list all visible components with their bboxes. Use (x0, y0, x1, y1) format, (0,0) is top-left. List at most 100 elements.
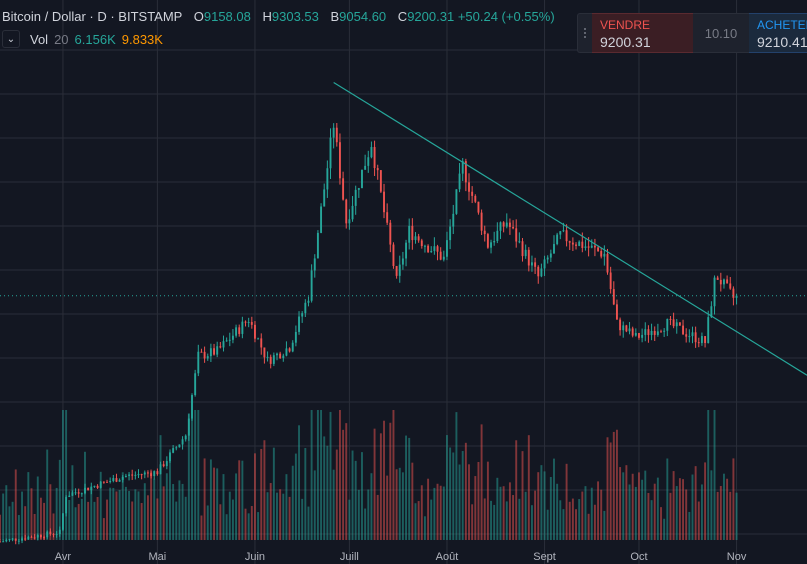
candle-body (266, 356, 269, 358)
candle-body (39, 535, 42, 538)
volume-bar (581, 491, 584, 540)
volume-bar (606, 437, 609, 540)
candle-body (716, 277, 719, 280)
symbol-title: Bitcoin / Dollar · D · BITSTAMP (2, 9, 183, 24)
drag-handle-icon[interactable] (577, 13, 592, 53)
candle-body (323, 189, 326, 207)
candle-body (688, 336, 691, 338)
volume-bar (332, 469, 335, 540)
candle-body (310, 270, 313, 301)
candle-body (644, 329, 647, 335)
volume-bar (656, 477, 659, 540)
candle-body (301, 313, 304, 317)
candle-body (568, 241, 571, 243)
candle-body (575, 244, 577, 246)
candle-body (603, 253, 606, 257)
volume-bar (301, 498, 304, 540)
volume-bar (609, 442, 612, 540)
candle-body (298, 316, 300, 332)
candle-body (304, 302, 307, 314)
volume-bar (58, 459, 61, 540)
sell-button[interactable]: VENDRE 9200.31 (592, 13, 693, 53)
candle-body (61, 513, 64, 530)
volume-bar (260, 448, 263, 540)
volume-bar (146, 495, 149, 540)
candle-body (175, 447, 178, 449)
volume-bar (518, 498, 521, 540)
candle-body (578, 241, 581, 246)
volume-bar (250, 506, 253, 540)
volume-bar (401, 472, 404, 540)
volume-bar (386, 475, 389, 540)
candle-body (436, 246, 439, 252)
volume-bar (17, 515, 20, 540)
candle-body (458, 173, 461, 190)
candle-body (464, 161, 467, 183)
volume-bar (464, 442, 467, 540)
candle-body (307, 300, 310, 303)
candle-body (260, 338, 263, 348)
candle-body (74, 492, 77, 494)
candle-body (571, 242, 574, 245)
candle-body (493, 240, 496, 243)
volume-bar (27, 472, 30, 540)
candle-body (332, 127, 335, 138)
volume-bar (430, 499, 433, 540)
candle-body (427, 245, 430, 253)
candle-body (373, 147, 376, 169)
volume-bar (342, 429, 345, 540)
volume-bar (206, 505, 209, 540)
candle-body (502, 222, 505, 227)
volume-bar (729, 491, 732, 540)
volume-bar (203, 458, 206, 540)
volume-bar (496, 477, 499, 540)
candle-body (342, 178, 345, 200)
candle-body (508, 222, 511, 227)
candle-body (401, 258, 404, 265)
candle-body (474, 195, 477, 202)
volume-bar (587, 513, 590, 540)
volume-bar (700, 484, 703, 540)
volume-bar (414, 503, 417, 540)
volume-bar (644, 470, 647, 540)
volume-bar (512, 495, 515, 540)
candle-body (704, 336, 707, 344)
candle-body (386, 212, 389, 223)
volume-bar (707, 410, 710, 540)
candle-body (55, 533, 58, 535)
volume-bar (326, 445, 329, 540)
candle-body (417, 236, 420, 241)
candle-body (543, 259, 546, 269)
volume-bar (159, 435, 162, 540)
candle-body (159, 464, 162, 475)
volume-bar (713, 410, 716, 540)
x-tick-label: Mai (148, 551, 167, 563)
volume-bar (99, 471, 102, 540)
candle-body (590, 245, 593, 248)
volume-bar (272, 447, 275, 540)
volume-bar (367, 489, 370, 540)
candle-body (430, 250, 433, 253)
candle-body (21, 538, 23, 541)
candle-body (206, 356, 209, 359)
volume-bar (288, 496, 291, 540)
volume-bar (87, 501, 90, 540)
volume-bar (383, 420, 385, 540)
candle-body (137, 474, 140, 476)
volume-bar (298, 425, 300, 540)
candle-body (257, 338, 260, 340)
candle-body (392, 244, 395, 266)
candle-body (172, 448, 175, 453)
volume-bar (52, 513, 55, 540)
candle-body (5, 539, 8, 542)
trendline[interactable] (333, 81, 807, 376)
volume-bar (241, 460, 244, 540)
volume-bar (43, 502, 46, 540)
candle-body (707, 317, 710, 344)
candle-body (612, 289, 615, 305)
buy-button[interactable]: ACHETER 9210.41 (749, 13, 807, 53)
chevron-down-icon[interactable]: ⌄ (2, 30, 20, 48)
volume-bar (194, 410, 197, 540)
candle-body (691, 332, 694, 337)
